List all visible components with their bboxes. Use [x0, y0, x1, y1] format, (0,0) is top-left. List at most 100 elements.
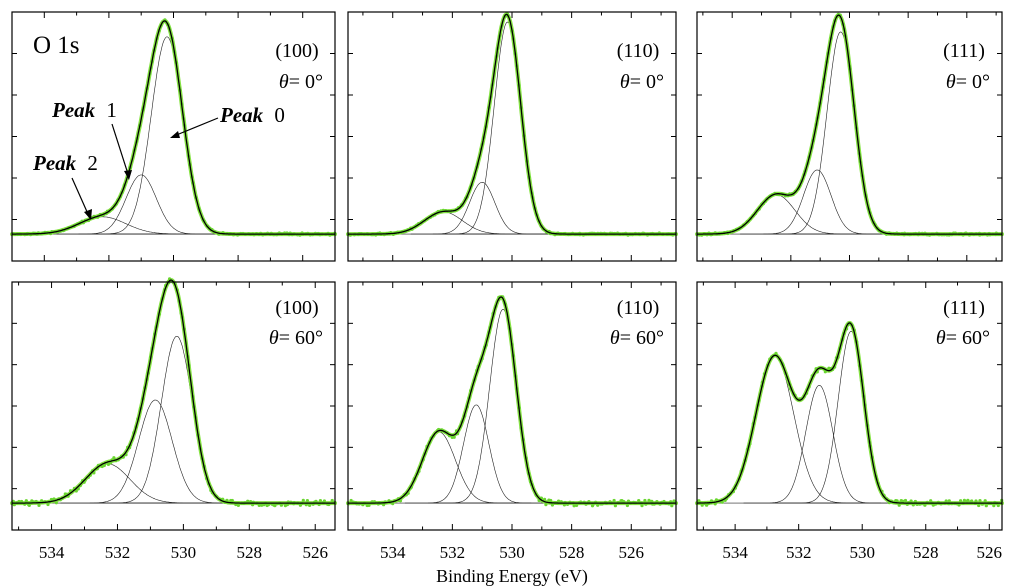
data-point — [452, 435, 456, 439]
data-point — [314, 499, 318, 503]
data-point — [591, 503, 595, 507]
data-point — [322, 499, 326, 503]
fit-line — [348, 13, 676, 235]
data-point — [27, 503, 31, 507]
peak-0-area — [78, 36, 257, 235]
data-point — [957, 503, 961, 507]
data-point — [273, 504, 277, 508]
data-point — [236, 503, 240, 507]
facet-label: (111) — [943, 297, 985, 319]
data-point — [700, 503, 704, 507]
panel-4: 534 532 530 528 526 (100) θ= 60° — [10, 277, 337, 562]
data-point — [992, 504, 996, 508]
peak-2-label: Peak 2 — [32, 151, 98, 175]
data-point — [637, 499, 641, 503]
data-point — [655, 500, 659, 504]
data-point — [978, 499, 982, 503]
data-point — [895, 499, 899, 503]
data-point — [249, 500, 253, 504]
data-point — [575, 503, 579, 507]
angle-label: θ= 0° — [946, 71, 990, 93]
data-point — [304, 503, 308, 507]
data-point — [544, 503, 548, 507]
facet-label: (110) — [617, 40, 660, 62]
peak-0-label-number: 0 — [274, 103, 285, 127]
facet-label: (110) — [617, 297, 660, 319]
data-point — [301, 498, 305, 502]
angle-value: = 60° — [946, 327, 990, 349]
angle-label: θ= 0° — [620, 71, 664, 93]
facet-label: (111) — [943, 40, 985, 62]
data-point — [959, 499, 963, 503]
data-point — [550, 503, 555, 507]
data-point — [398, 499, 403, 503]
x-axis-label: Binding Energy (eV) — [436, 566, 588, 587]
peak-2-area — [348, 431, 532, 504]
theta-symbol: θ — [610, 327, 620, 349]
data-point — [625, 503, 630, 508]
data-point — [74, 489, 78, 493]
peak-0-label: Peak 0 — [219, 103, 285, 127]
data-point — [221, 497, 225, 501]
peak-0-area — [89, 336, 264, 504]
peak-0-label-italic: Peak — [219, 103, 264, 127]
data-point — [246, 499, 250, 503]
peak-1-annotation: Peak 1 — [51, 98, 132, 180]
data-envelope — [695, 320, 1004, 506]
data-point — [46, 502, 50, 507]
facet-label: (100) — [275, 297, 318, 319]
data-point — [587, 500, 591, 504]
peak-0-area — [432, 21, 583, 235]
data-points — [697, 321, 1004, 508]
peak-0-area — [779, 330, 924, 504]
data-point — [596, 503, 600, 507]
x-tick-label: 532 — [786, 543, 812, 562]
data-point — [984, 504, 988, 508]
data-point — [903, 498, 908, 503]
data-point — [308, 503, 312, 507]
data-point — [901, 499, 905, 503]
peak-1-area — [743, 384, 896, 504]
data-point — [349, 498, 353, 503]
peak-2-area — [12, 463, 234, 504]
data-point — [572, 504, 576, 508]
panels-group: (100)θ= 0°(110)θ= 0°(111)θ= 0°534 532 530 5… — [10, 11, 1004, 562]
data-point — [662, 499, 666, 504]
angle-value: = 60° — [620, 327, 664, 349]
data-point — [251, 503, 255, 507]
data-point — [266, 503, 270, 507]
data-point — [382, 503, 386, 507]
panel-frame — [11, 281, 336, 531]
peak-1-area — [60, 399, 250, 504]
x-tick-label: 532 — [105, 543, 131, 562]
data-point — [713, 502, 717, 506]
data-point — [622, 500, 626, 504]
data-point — [17, 499, 21, 504]
data-point — [983, 499, 987, 503]
angle-value: = 0° — [289, 71, 323, 93]
peak-2-annotation: Peak 2 — [32, 151, 98, 220]
x-tick-label: 526 — [619, 543, 645, 562]
data-point — [647, 498, 651, 502]
data-point — [672, 499, 676, 503]
angle-value: = 60° — [279, 327, 323, 349]
data-point — [974, 499, 978, 503]
panel-5: 534 532 530 528 526 (110) θ= 60° — [346, 281, 678, 562]
data-point — [670, 504, 674, 508]
panel-1: (100) θ= 0° — [10, 11, 337, 262]
data-point — [330, 498, 334, 503]
peak-2-arrowhead — [84, 209, 92, 220]
peak-2-area — [348, 211, 551, 235]
data-point — [977, 503, 981, 508]
x-tick-label: 528 — [913, 543, 939, 562]
data-point — [76, 487, 80, 491]
data-point — [305, 499, 309, 503]
theta-symbol: θ — [946, 71, 956, 93]
data-point — [37, 503, 41, 507]
peak-2-label-number: 2 — [87, 151, 98, 175]
x-tick-label: 534 — [380, 543, 406, 562]
data-point — [225, 498, 229, 502]
data-point — [562, 503, 567, 507]
peak-0-annotation: Peak 0 — [170, 103, 285, 138]
